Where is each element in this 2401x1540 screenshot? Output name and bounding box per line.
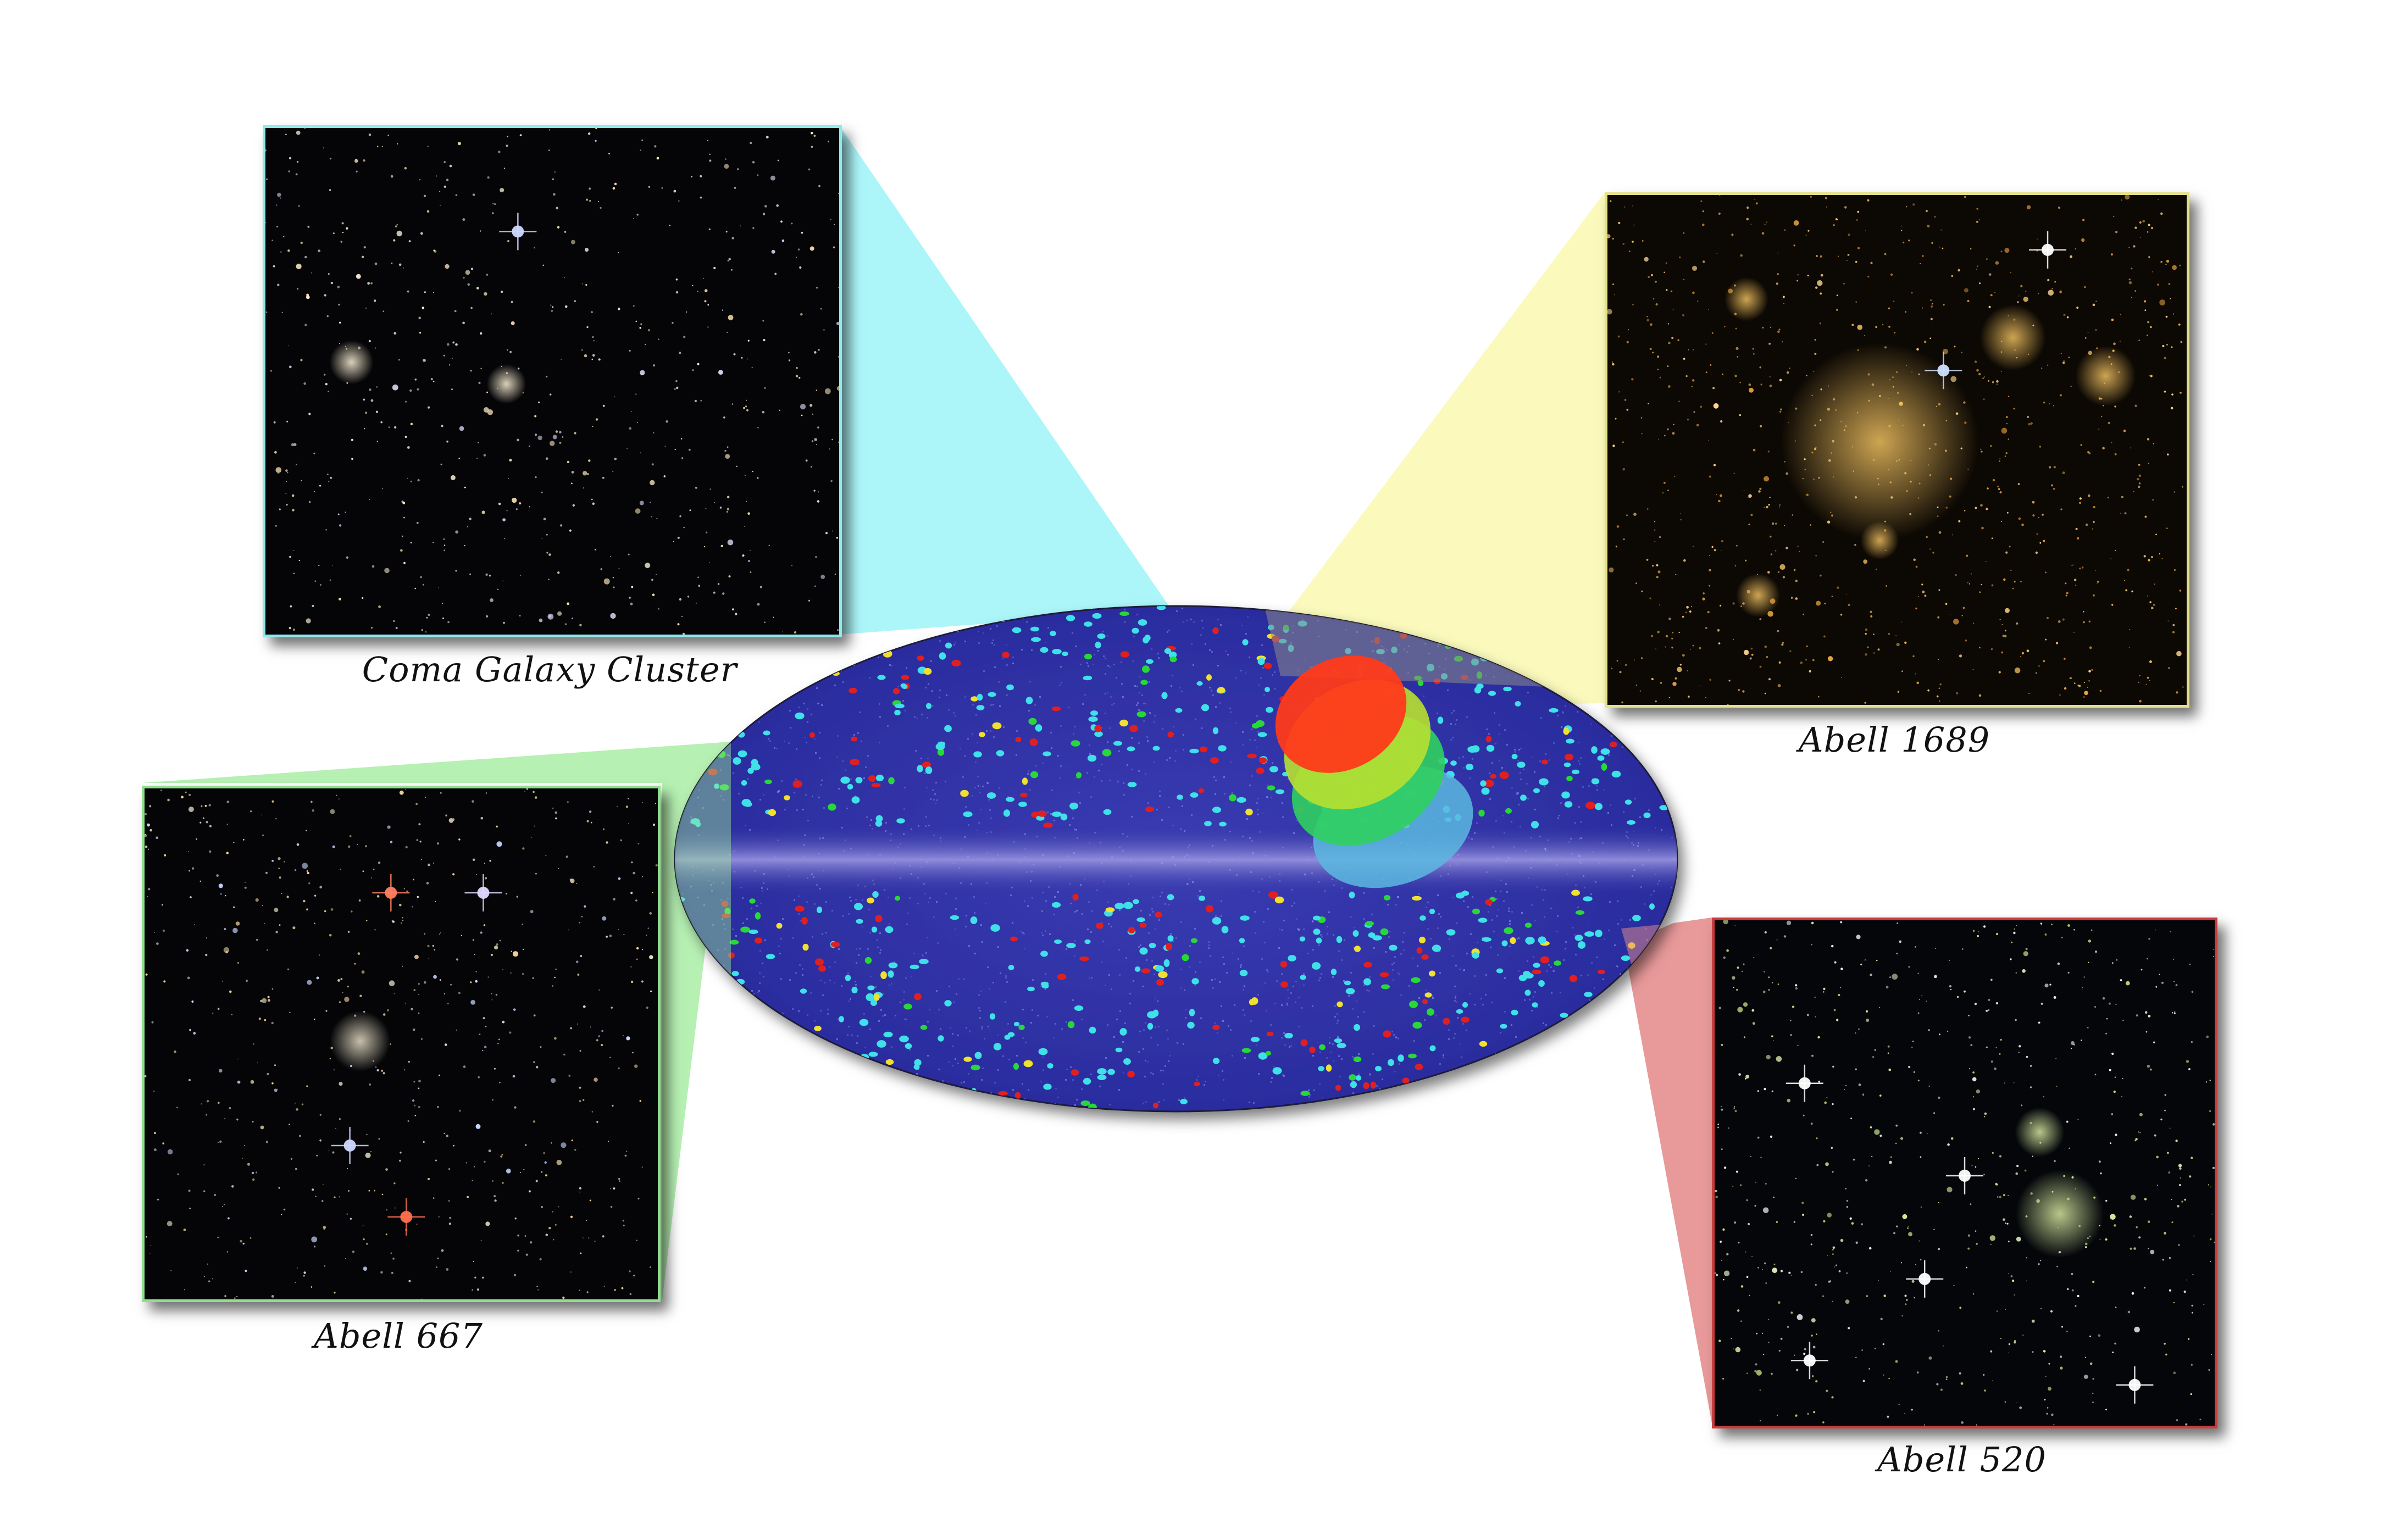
abell520-wedge bbox=[1624, 918, 1712, 1423]
flow-region-red bbox=[1275, 655, 1407, 773]
abell667-wedge bbox=[142, 742, 731, 1299]
abell-667-caption: Abell 667 bbox=[314, 1316, 483, 1356]
coma-cluster-image bbox=[263, 125, 842, 637]
abell-520-caption: Abell 520 bbox=[1877, 1439, 2047, 1480]
abell-1689-image bbox=[1605, 192, 2189, 708]
coma-caption: Coma Galaxy Cluster bbox=[362, 649, 738, 690]
abell-667-image bbox=[142, 786, 661, 1302]
galactic-plane bbox=[675, 824, 1677, 896]
abell1689-wedge bbox=[1269, 192, 1605, 709]
abell-1689-caption: Abell 1689 bbox=[1798, 720, 1990, 760]
coma-wedge bbox=[839, 125, 1171, 635]
abell-520-image bbox=[1712, 918, 2217, 1428]
bulk-flow-regions bbox=[1275, 655, 1473, 888]
